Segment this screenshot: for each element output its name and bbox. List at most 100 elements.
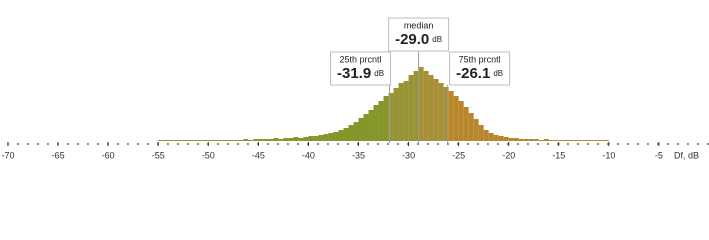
marker-value-line: -29.0 dB [395, 31, 442, 48]
bar [483, 130, 489, 141]
bar [543, 139, 549, 141]
bar [323, 134, 329, 141]
bar [518, 139, 524, 141]
x-tick-label: -70 [2, 150, 15, 160]
bar [223, 140, 229, 141]
bar [313, 136, 319, 141]
bar [588, 140, 594, 141]
bar [373, 105, 379, 141]
bar [538, 140, 544, 141]
bar [358, 118, 364, 141]
marker-unit: dB [374, 69, 384, 78]
bar [423, 71, 429, 141]
bar [438, 83, 444, 141]
marker-box [388, 17, 450, 52]
bar [578, 140, 584, 141]
x-axis-label: Df, dB [674, 150, 699, 160]
x-tick-label: -20 [502, 150, 515, 160]
x-tick-label: -45 [252, 150, 265, 160]
bar [263, 139, 269, 141]
bar [598, 140, 604, 141]
marker-box [449, 51, 511, 86]
bar [443, 87, 449, 141]
bar [478, 125, 484, 141]
bar [218, 140, 224, 141]
bar [198, 140, 204, 141]
bar [178, 140, 184, 141]
bar [583, 140, 589, 141]
marker-unit: dB [432, 35, 442, 44]
bar [603, 140, 609, 141]
bar [473, 119, 479, 141]
bar [253, 139, 259, 141]
x-tick-label: -65 [52, 150, 65, 160]
bar [163, 140, 169, 141]
bar [183, 140, 189, 141]
bar [208, 140, 214, 141]
bar [428, 75, 434, 141]
bar [273, 138, 279, 141]
bar [453, 96, 459, 141]
bar [378, 101, 384, 141]
bar [303, 137, 309, 141]
bar [553, 140, 559, 141]
x-tick-label: -55 [152, 150, 165, 160]
marker-label: 25th prcntl [340, 54, 382, 64]
bar [403, 81, 409, 141]
bar [413, 71, 419, 141]
bar [563, 140, 569, 141]
bar [568, 140, 574, 141]
bar [393, 88, 399, 141]
bar [213, 140, 219, 141]
bar [433, 79, 439, 141]
bar [593, 140, 599, 141]
bar [333, 132, 339, 141]
marker-unit: dB [493, 69, 503, 78]
bar [318, 135, 324, 141]
bar [528, 139, 534, 141]
bar [533, 139, 539, 141]
marker-label: 75th prcntl [459, 54, 501, 64]
bar [203, 140, 209, 141]
bar [188, 140, 194, 141]
marker-value: -29.0 [395, 31, 429, 48]
bar [448, 91, 454, 141]
bar [498, 136, 504, 141]
marker-box [330, 51, 392, 86]
bar [573, 140, 579, 141]
bar [488, 133, 494, 141]
bar [463, 107, 469, 141]
bar [508, 138, 514, 141]
bar [228, 140, 234, 141]
bar [513, 138, 519, 141]
bar [558, 140, 564, 141]
bar [248, 140, 254, 141]
marker-value: -26.1 [456, 65, 490, 82]
x-tick-label: -10 [602, 150, 615, 160]
bar [368, 110, 374, 141]
bar [193, 140, 199, 141]
x-tick-label: -30 [402, 150, 415, 160]
bar [278, 139, 284, 141]
marker-value-line: -26.1 dB [456, 65, 503, 82]
bar [343, 128, 349, 141]
x-tick-label: -15 [552, 150, 565, 160]
x-tick-label: -40 [302, 150, 315, 160]
bar [243, 139, 249, 141]
bar [458, 101, 464, 141]
bar [408, 75, 414, 141]
bar [258, 139, 264, 141]
marker-label: median [404, 20, 434, 30]
bar [233, 140, 239, 141]
histogram [158, 67, 609, 141]
bar [173, 140, 179, 141]
bar [548, 140, 554, 141]
bar [388, 93, 394, 141]
bar [293, 137, 299, 141]
bar [353, 122, 359, 141]
x-tick-label: -60 [102, 150, 115, 160]
bar [308, 136, 314, 141]
bar [363, 114, 369, 141]
